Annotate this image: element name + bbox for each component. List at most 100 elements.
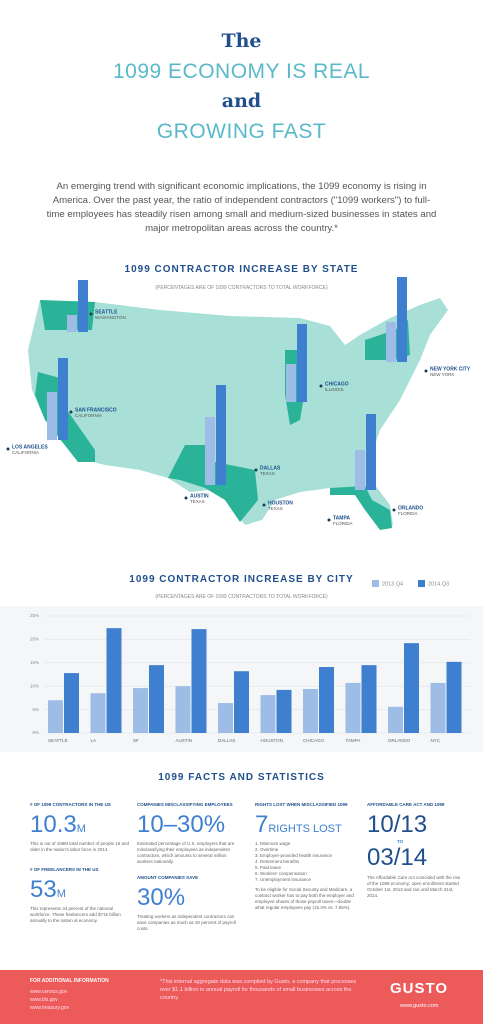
- footer-note: *This internal aggregate data was compil…: [160, 979, 357, 1001]
- right-item: 5. Paid leave: [255, 865, 282, 870]
- city-dot: [392, 508, 396, 512]
- title-the: The: [221, 30, 262, 52]
- bar: [404, 643, 419, 733]
- bar: [149, 665, 164, 733]
- city-dot: [262, 503, 266, 507]
- y-tick-label: 5%: [32, 707, 39, 712]
- y-tick-label: 0%: [32, 730, 39, 735]
- y-tick-label: 25%: [30, 613, 39, 618]
- footer-link: www.census.gov: [30, 989, 68, 995]
- bar: [234, 671, 249, 733]
- y-tick-label: 20%: [30, 637, 39, 642]
- city-dot: [184, 496, 188, 500]
- bar: [303, 689, 318, 733]
- fact-text: The Affordable Care Act coincided with t…: [367, 875, 461, 898]
- bar: [191, 629, 207, 733]
- map-title: 1099 CONTRACTOR INCREASE BY STATE: [124, 264, 359, 275]
- fact-heading: RIGHTS LOST WHEN MISCLASSIFIED 1099: [255, 802, 348, 807]
- map-bar: [397, 277, 407, 362]
- fact-number: 10/13: [367, 811, 428, 838]
- right-item: 6. Workers' compensation: [255, 871, 307, 876]
- chart-title: 1099 CONTRACTOR INCREASE BY CITY: [129, 574, 354, 585]
- title-line: 1099 ECONOMY IS REAL: [112, 60, 371, 83]
- state-label: FLORIDA: [398, 511, 418, 516]
- map-bar: [205, 417, 215, 485]
- x-tick-label: SF: [133, 738, 139, 743]
- city-dot: [6, 447, 10, 451]
- city-label: SEATTLE: [95, 309, 118, 315]
- footer-link: www.treasury.gov: [30, 1005, 70, 1011]
- map-bar: [67, 315, 77, 332]
- city-label: TAMPA: [333, 515, 350, 521]
- state-label: FLORIDA: [333, 521, 353, 526]
- fact-col: COMPANIES MISCLASSIFYING EMPLOYEES 10–30…: [137, 802, 242, 932]
- state-label: TEXAS: [268, 506, 283, 511]
- brand: GUSTO: [390, 980, 449, 997]
- title-line: GROWING FAST: [156, 120, 327, 143]
- right-item: 2. Overtime: [255, 847, 279, 852]
- y-tick-label: 15%: [30, 660, 39, 665]
- state-label: TEXAS: [260, 471, 275, 476]
- city-dot: [69, 410, 73, 414]
- legend-label: 2013 Q4: [382, 581, 403, 587]
- x-tick-label: ORLANDO: [388, 738, 411, 743]
- site: www.gusto.com: [400, 1003, 439, 1009]
- fact-heading: # OF 1099 CONTRACTORS IN THE US: [30, 802, 111, 807]
- city-label: CHICAGO: [325, 381, 349, 387]
- map-bar: [47, 392, 57, 440]
- x-tick-label: TAMPA: [346, 738, 361, 743]
- x-tick-label: LA: [91, 738, 97, 743]
- fact-text: Estimated percentage of U.S. employers t…: [137, 841, 235, 864]
- bar: [446, 661, 462, 733]
- fact-unit: M: [76, 823, 86, 835]
- footer-title: FOR ADDITIONAL INFORMATION: [30, 978, 109, 984]
- city-dot: [327, 518, 331, 522]
- map-bar: [78, 280, 88, 332]
- fact-heading: AFFORDABLE CARE ACT AND 1099: [367, 802, 445, 807]
- fact-heading: AMOUNT COMPANIES SAVE: [137, 875, 199, 880]
- map-bar: [297, 324, 307, 402]
- map-subtitle: (PERCENTAGES ARE OF 1099 CONTRACTORS TO …: [155, 285, 328, 291]
- x-tick-label: SEATTLE: [48, 738, 68, 743]
- fact-heading: # OF FREELANCERS IN THE US: [30, 867, 99, 872]
- y-tick-label: 10%: [30, 683, 39, 688]
- legend-swatch: [372, 580, 379, 587]
- rights-list: 1. Minimum wage 2. Overtime 3. Employer-pr…: [255, 841, 355, 883]
- bar: [64, 673, 79, 733]
- city-dot: [319, 384, 323, 388]
- fact-text: This is out of 158M total number of peop…: [30, 841, 130, 852]
- bar: [361, 665, 377, 733]
- state-label: WASHINGTON: [95, 315, 126, 320]
- bar: [90, 693, 106, 733]
- fact-number: 30%: [137, 884, 186, 911]
- x-tick-label: CHICAGO: [303, 738, 325, 743]
- map-bar: [216, 385, 226, 485]
- city-label: DALLAS: [260, 465, 281, 471]
- city-label: SAN FRANCISCO: [75, 407, 117, 413]
- map-bar: [386, 322, 396, 362]
- map-bar: [286, 364, 296, 402]
- right-item: 1. Minimum wage: [255, 841, 291, 846]
- map-bar: [58, 358, 68, 440]
- fact-number: 03/14: [367, 844, 428, 871]
- right-item: 4. Retirement benefits: [255, 859, 300, 864]
- bar: [218, 703, 233, 733]
- state-label: CALIFORNIA: [12, 450, 39, 455]
- bar: [388, 706, 403, 733]
- intro: An emerging trend with significant econo…: [46, 181, 437, 234]
- city-label: NEW YORK CITY: [430, 366, 471, 372]
- x-tick-label: AUSTIN: [176, 738, 193, 743]
- footer-links: www.census.gov www.bls.gov www.treasury.go…: [30, 988, 69, 1012]
- fact-number: 53: [30, 876, 57, 903]
- state-label: ILLINOIS: [325, 387, 344, 392]
- bar: [345, 682, 361, 733]
- fact-unit: RIGHTS LOST: [268, 823, 342, 835]
- fact-number: 10.3: [30, 811, 77, 838]
- title-and: and: [221, 90, 262, 112]
- fact-col: # OF 1099 CONTRACTORS IN THE US 10.3M Th…: [30, 802, 130, 924]
- bar: [430, 682, 446, 733]
- bar: [276, 689, 292, 733]
- x-tick-label: HOUSTON: [261, 738, 283, 743]
